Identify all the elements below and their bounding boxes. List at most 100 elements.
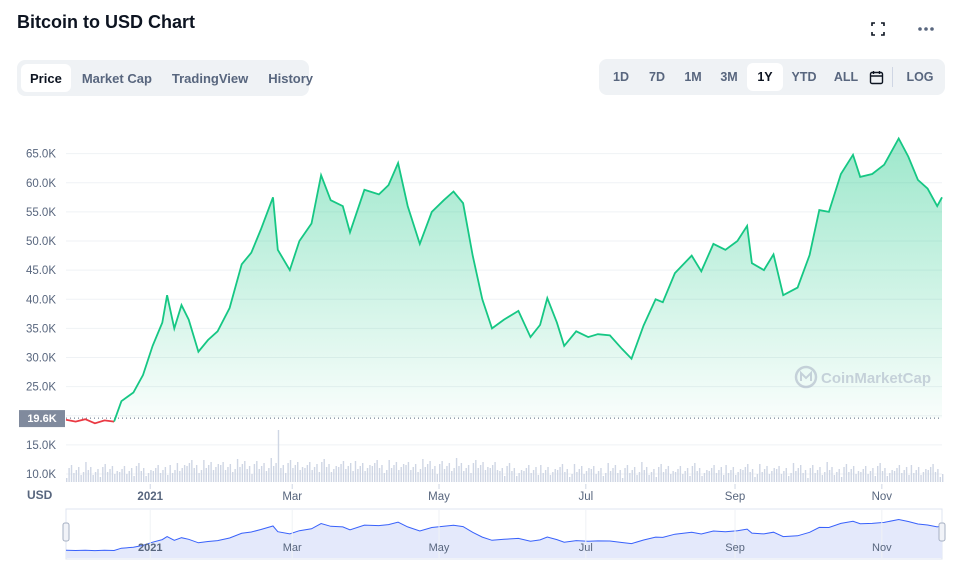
volume-bar — [70, 465, 73, 482]
volume-bar — [571, 474, 573, 482]
volume-bar — [321, 462, 323, 482]
volume-bar — [595, 474, 597, 482]
volume-bar — [927, 470, 929, 482]
navigator-tick-label: 2021 — [138, 542, 162, 554]
volume-bar — [256, 461, 258, 482]
volume-bar — [193, 468, 195, 482]
volume-bar — [477, 468, 479, 482]
more-horizontal-icon[interactable] — [915, 18, 937, 40]
volume-bar — [929, 467, 932, 482]
volume-bar — [715, 473, 718, 482]
volume-bar — [619, 470, 621, 482]
volume-bar — [145, 476, 147, 482]
volume-bar — [530, 473, 532, 482]
volume-bar — [672, 471, 674, 482]
range-ytd-button[interactable]: YTD — [791, 70, 817, 84]
tab-history[interactable]: History — [268, 70, 314, 86]
volume-bar — [763, 469, 766, 482]
volume-bar — [624, 468, 626, 482]
volume-bar — [917, 467, 920, 482]
volume-bar — [441, 461, 443, 482]
volume-bar — [607, 463, 609, 482]
volume-bar — [773, 468, 775, 482]
volume-bar — [200, 470, 203, 482]
range-7d-button[interactable]: 7D — [649, 70, 665, 84]
volume-bar — [749, 472, 751, 482]
volume-bar — [491, 465, 494, 482]
volume-bar — [157, 465, 159, 482]
volume-bar — [597, 471, 600, 482]
tab-tradingview[interactable]: TradingView — [171, 70, 249, 86]
volume-bar — [633, 467, 636, 482]
range-3m-button[interactable]: 3M — [720, 70, 738, 84]
volume-bar — [759, 464, 761, 482]
volume-bar — [304, 468, 306, 482]
navigator-tick-label: Nov — [872, 542, 892, 554]
volume-bar — [280, 468, 282, 482]
volume-bar — [674, 472, 677, 482]
volume-bar — [383, 473, 386, 482]
volume-bar — [236, 459, 239, 482]
log-scale-button[interactable]: LOG — [906, 70, 934, 84]
volume-bar — [905, 467, 908, 482]
volume-bar — [85, 462, 87, 482]
volume-bar — [169, 465, 171, 482]
y-tick-label: 45.0K — [26, 265, 56, 277]
volume-bar — [848, 472, 850, 482]
volume-bar — [405, 465, 407, 482]
range-all-button[interactable]: ALL — [833, 70, 859, 84]
volume-bar — [824, 472, 826, 482]
volume-bar — [241, 464, 244, 482]
range-1y-button[interactable]: 1Y — [747, 63, 783, 91]
volume-bar — [75, 470, 78, 482]
volume-bar — [195, 465, 198, 482]
volume-bar — [393, 465, 395, 482]
range-1d-button[interactable]: 1D — [613, 70, 629, 84]
navigator-left-handle[interactable] — [62, 522, 70, 542]
price-line-up — [113, 136, 943, 422]
volume-bar — [578, 469, 581, 482]
volume-bar — [504, 476, 506, 482]
volume-bar — [547, 467, 549, 482]
volume-bar — [217, 464, 220, 482]
y-axis-unit: USD — [27, 488, 53, 502]
volume-bar — [636, 475, 638, 482]
volume-bar — [730, 470, 732, 482]
volume-bar — [248, 466, 251, 482]
price-area — [114, 138, 943, 422]
navigator-line — [65, 518, 943, 552]
volume-bar — [556, 470, 559, 482]
volume-bar — [720, 467, 722, 482]
volume-bar — [766, 466, 768, 482]
volume-bar — [443, 469, 446, 482]
volume-bar — [270, 458, 272, 482]
volume-bar — [532, 470, 535, 482]
baseline-value: 19.6K — [27, 413, 56, 425]
volume-bar — [472, 463, 475, 482]
volume-bar — [809, 468, 812, 482]
navigator-right-handle[interactable] — [938, 522, 946, 542]
volume-bar — [106, 472, 109, 482]
volume-bar — [537, 475, 540, 482]
volume-bar — [366, 468, 369, 482]
volume-bar — [66, 478, 68, 482]
volume-bar — [215, 467, 217, 482]
range-1m-button[interactable]: 1M — [684, 70, 702, 84]
volume-bar — [135, 466, 138, 482]
volume-bar — [775, 469, 778, 482]
volume-bar — [581, 466, 583, 482]
x-tick-label: Jul — [578, 491, 593, 503]
volume-bar — [665, 469, 667, 482]
volume-bar — [176, 463, 179, 482]
volume-bar — [239, 467, 241, 482]
volume-bar — [874, 476, 877, 482]
tab-market-cap[interactable]: Market Cap — [81, 70, 152, 86]
tab-price[interactable]: Price — [21, 64, 71, 92]
volume-bar — [908, 475, 910, 482]
volume-bar — [159, 473, 162, 482]
expand-icon[interactable] — [867, 18, 889, 40]
volume-bar — [701, 476, 703, 482]
volume-bar — [691, 466, 694, 482]
calendar-icon[interactable] — [867, 63, 886, 91]
volume-bar — [299, 470, 301, 482]
